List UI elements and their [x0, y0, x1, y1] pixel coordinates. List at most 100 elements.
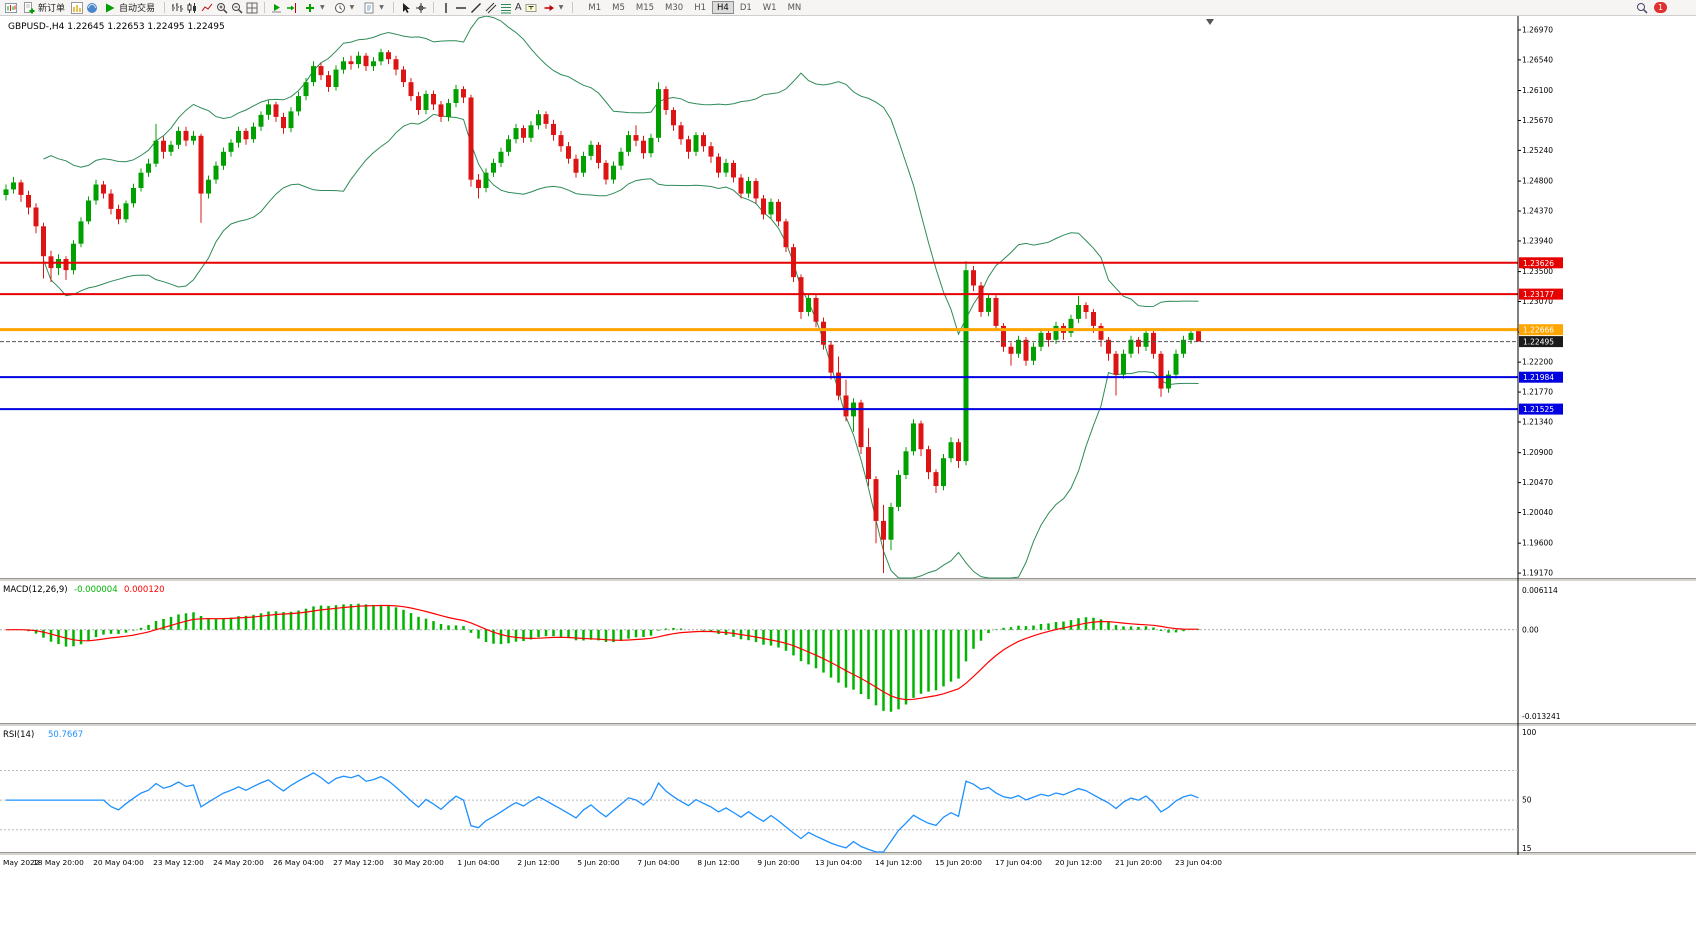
- zoom-in-icon[interactable]: [216, 2, 228, 14]
- candle-body: [446, 103, 451, 117]
- toolbar-separator: [572, 2, 574, 13]
- time-axis-label: 2 Jun 12:00: [517, 858, 560, 867]
- candle-body: [888, 507, 894, 540]
- candle-body: [1023, 339, 1029, 361]
- new-order-button[interactable]: 新订单: [20, 1, 68, 15]
- candle-body: [176, 130, 181, 145]
- tile-windows-icon[interactable]: [246, 2, 258, 14]
- candle-body: [873, 479, 879, 521]
- timeframe-button-h4[interactable]: H4: [712, 1, 734, 14]
- periods-button[interactable]: ▼: [331, 1, 358, 15]
- macd-label: MACD(12,26,9): [3, 585, 68, 595]
- notification-badge[interactable]: 1: [1654, 2, 1667, 13]
- candle-body: [963, 270, 969, 461]
- rsi-axis-label: 100: [1522, 728, 1537, 737]
- time-axis-label: 15 Jun 20:00: [935, 858, 982, 867]
- bars-chart-icon[interactable]: [171, 2, 184, 14]
- autoscroll-icon[interactable]: [271, 2, 283, 14]
- candle-body: [513, 128, 519, 140]
- cursor-icon[interactable]: [400, 2, 412, 14]
- price-axis-label: 1.21770: [1522, 388, 1553, 397]
- candlestick-chart-icon[interactable]: [186, 2, 198, 14]
- candle-body: [243, 130, 249, 140]
- panel-separator[interactable]: [0, 578, 1696, 581]
- timeframe-button-m30[interactable]: M30: [660, 1, 688, 14]
- arrows-tool-button[interactable]: ▼: [540, 1, 567, 15]
- price-axis-label: 1.20470: [1522, 478, 1553, 487]
- timeframe-button-m1[interactable]: M1: [583, 1, 606, 14]
- text-label-icon[interactable]: [525, 2, 537, 14]
- timeframe-button-m5[interactable]: M5: [607, 1, 630, 14]
- candle-body: [633, 135, 639, 141]
- timeframe-button-w1[interactable]: W1: [758, 1, 782, 14]
- templates-button[interactable]: ▼: [360, 1, 387, 15]
- indicators-add-icon: [304, 2, 316, 14]
- candle-body: [566, 146, 571, 159]
- candle-body: [618, 151, 624, 166]
- candle-body: [738, 177, 744, 194]
- rsi-value: 50.7667: [48, 730, 83, 740]
- candle-body: [281, 117, 286, 129]
- channel-icon[interactable]: [485, 2, 497, 14]
- market-watch-icon[interactable]: [71, 1, 84, 14]
- crosshair-icon[interactable]: [415, 2, 427, 14]
- indicators-button[interactable]: ▼: [301, 1, 328, 15]
- candle-body: [11, 182, 16, 190]
- candle-body: [971, 270, 976, 286]
- candle-body: [1076, 305, 1081, 319]
- candle-body: [551, 123, 556, 135]
- chart-window-icon[interactable]: [5, 2, 17, 14]
- time-axis-label: 23 Jun 04:00: [1175, 858, 1222, 867]
- panel-separator[interactable]: [0, 723, 1696, 726]
- autotrading-button[interactable]: 自动交易: [101, 1, 158, 15]
- candle-body: [1038, 332, 1044, 347]
- macd-axis-label: 0.006114: [1522, 586, 1558, 595]
- candle-body: [626, 135, 631, 152]
- candle-body: [828, 344, 834, 373]
- line-chart-icon[interactable]: [201, 2, 213, 14]
- timeframe-button-h1[interactable]: H1: [689, 1, 711, 14]
- candle-body: [101, 184, 106, 194]
- vertical-line-icon[interactable]: [440, 2, 452, 14]
- candle-body: [956, 442, 961, 461]
- candle-body: [843, 395, 849, 417]
- candle-body: [438, 104, 444, 117]
- fibonacci-icon[interactable]: [500, 2, 512, 14]
- timeframe-button-m15[interactable]: M15: [631, 1, 659, 14]
- time-axis-label: 23 May 12:00: [153, 858, 204, 867]
- zoom-out-icon[interactable]: [231, 2, 243, 14]
- trendline-icon[interactable]: [470, 2, 482, 14]
- macd-axis-label: 0.00: [1522, 625, 1539, 634]
- timeframe-button-d1[interactable]: D1: [735, 1, 757, 14]
- chevron-down-icon: ▼: [558, 4, 564, 11]
- candle-body: [491, 162, 496, 173]
- time-axis-label: 5 Jun 20:00: [577, 858, 620, 867]
- toolbar-separator: [164, 2, 166, 13]
- chart-shift-marker: [1206, 19, 1214, 25]
- text-tool-icon[interactable]: A: [514, 1, 522, 13]
- candle-body: [453, 89, 459, 103]
- candle-body: [168, 144, 174, 152]
- rsi-axis-label: 50: [1522, 796, 1532, 805]
- candle-body: [198, 135, 204, 194]
- timeframe-toolbar: M1 M5 M15 M30 H1 H4 D1 W1 MN: [583, 1, 806, 14]
- price-axis-label: 1.25670: [1522, 116, 1553, 125]
- candle-body: [821, 321, 826, 345]
- candle-body: [356, 55, 361, 65]
- candle-body: [86, 200, 91, 222]
- candle-body: [423, 94, 429, 110]
- candle-body: [753, 181, 759, 199]
- timeframe-button-mn[interactable]: MN: [783, 1, 807, 14]
- candle-body: [386, 52, 391, 60]
- chart-canvas[interactable]: 1.26970 1.26540 1.26100 1.25670 1.25240 1.248…: [0, 16, 1696, 936]
- chart-shift-icon[interactable]: [286, 2, 298, 14]
- candle-body: [536, 114, 541, 126]
- navigator-icon[interactable]: [86, 2, 98, 14]
- candle-body: [1196, 331, 1201, 342]
- horizontal-line-icon[interactable]: [455, 2, 467, 14]
- panel-separator[interactable]: [0, 852, 1696, 855]
- candle-body: [1106, 339, 1111, 354]
- candle-body: [941, 458, 946, 487]
- search-icon[interactable]: [1636, 2, 1648, 14]
- price-badge: [1519, 371, 1563, 383]
